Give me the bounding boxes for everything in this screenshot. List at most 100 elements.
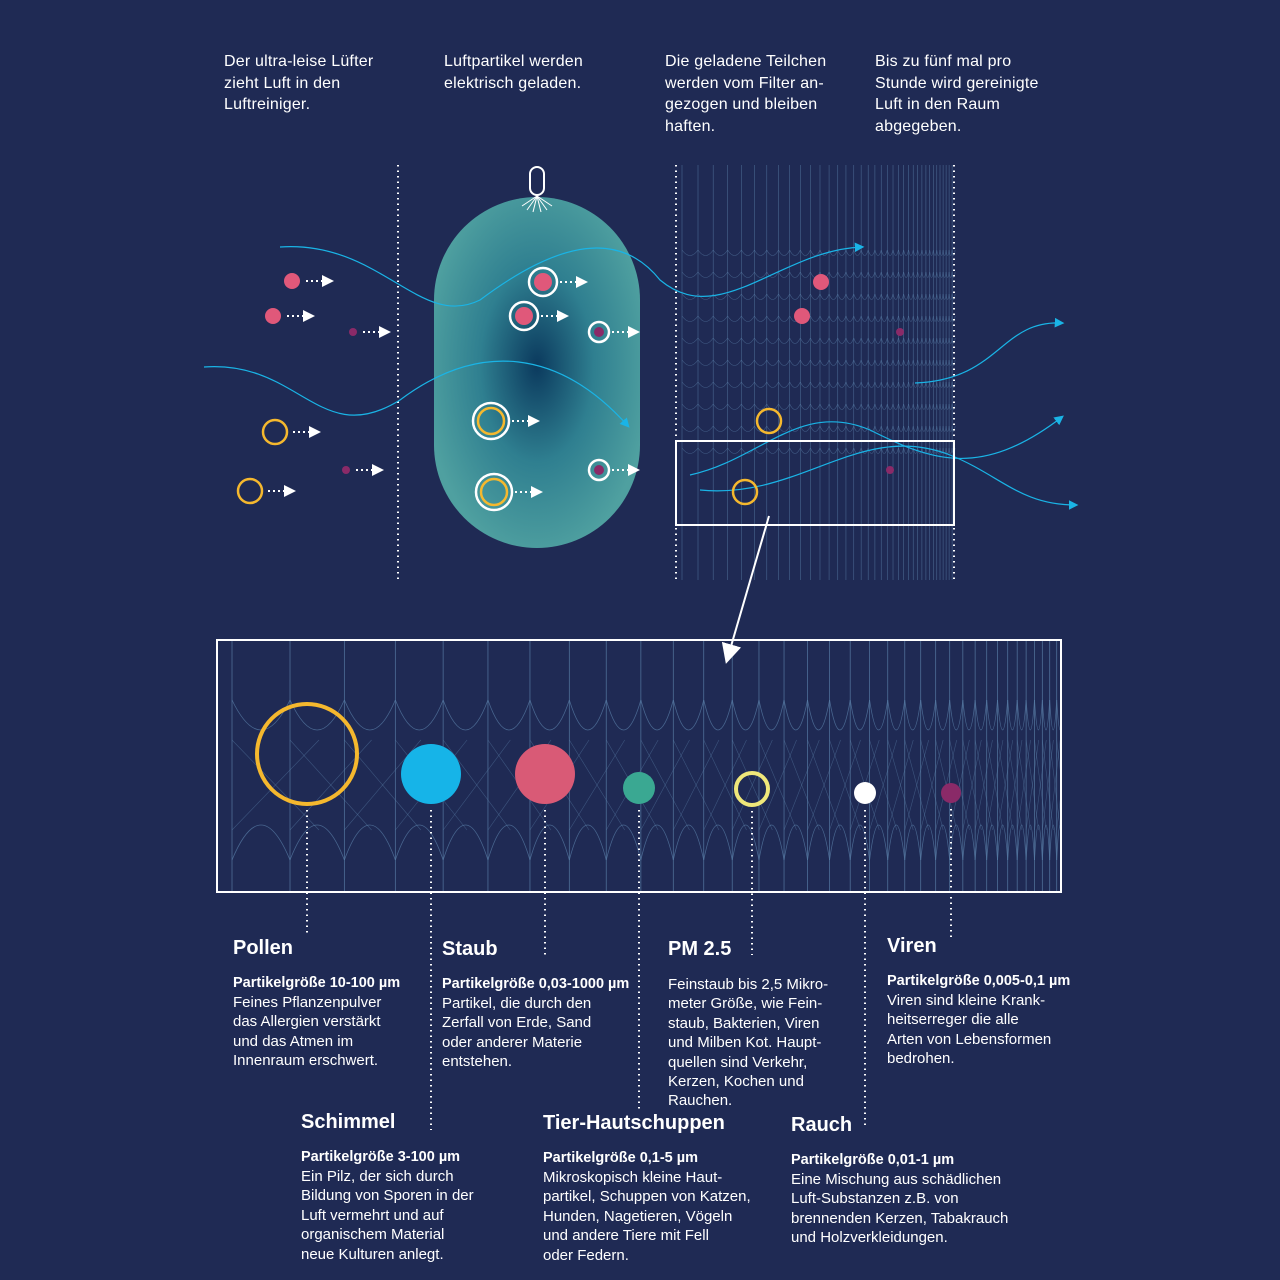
mesh-arc <box>1025 824 1035 861</box>
mesh-arc <box>962 699 976 731</box>
mesh-arc <box>754 337 768 344</box>
particle-icon <box>594 327 604 337</box>
mesh-arc <box>778 271 790 278</box>
mesh-arc <box>886 315 894 322</box>
mesh-arc <box>917 337 923 344</box>
mesh-arc <box>908 381 914 388</box>
mesh-arc <box>807 699 830 731</box>
mesh-arc <box>939 271 944 278</box>
mesh-arc <box>754 315 768 322</box>
mesh-arc <box>942 425 947 432</box>
mesh-arc <box>974 824 988 861</box>
mesh-arc <box>681 249 699 256</box>
mesh-arc <box>942 249 947 256</box>
mesh-arc <box>754 293 768 300</box>
card-size: Partikelgröße 0,005-0,1 µm <box>887 973 1071 989</box>
mesh-arc <box>442 699 489 731</box>
mesh-arc <box>828 381 839 388</box>
mesh-arc <box>810 447 821 454</box>
particle-6-icon <box>941 783 961 803</box>
mesh-arc <box>880 315 888 322</box>
mesh-arc <box>962 824 976 861</box>
mesh-arc <box>828 293 839 300</box>
mesh-arc <box>860 381 869 388</box>
mesh-arc <box>948 447 953 454</box>
mesh-arc <box>921 271 927 278</box>
mesh-arc <box>929 337 934 344</box>
mesh-arc <box>886 249 894 256</box>
mesh-arc <box>849 699 870 731</box>
mesh-arc <box>912 249 918 256</box>
mesh-arc <box>529 699 570 731</box>
mesh-arc <box>997 824 1009 861</box>
card-desc: Feines Pflanzenpulver das Allergien vers… <box>233 994 382 1070</box>
mesh-arc <box>945 403 950 410</box>
mesh-arc <box>892 403 899 410</box>
mesh-arc <box>758 699 785 731</box>
mesh-arc <box>789 337 801 344</box>
mesh-arc <box>1034 824 1043 861</box>
mesh-arc <box>860 249 869 256</box>
mesh-arc <box>887 824 906 861</box>
particle-icon <box>594 465 604 475</box>
particle-4-icon <box>734 771 770 807</box>
mesh-arc <box>921 337 927 344</box>
ion-spark-icon <box>521 195 553 213</box>
mesh-arc <box>867 381 876 388</box>
mesh-diagonal <box>442 739 511 831</box>
mesh-arc <box>778 447 790 454</box>
mesh-arc <box>783 699 808 731</box>
particle-icon <box>284 273 300 289</box>
mesh-arc <box>829 699 851 731</box>
mesh-arc <box>929 403 934 410</box>
mesh-arc <box>845 403 855 410</box>
mesh-arc <box>886 447 894 454</box>
mesh-arc <box>903 315 909 322</box>
mesh-arc <box>681 381 699 388</box>
mesh-arc <box>819 293 830 300</box>
filter-zoom-mesh <box>231 641 1060 891</box>
mesh-arc <box>845 447 855 454</box>
airflow-lines <box>203 242 1079 510</box>
mesh-arc <box>951 337 956 344</box>
mesh-arc <box>867 249 876 256</box>
mesh-arc <box>921 381 927 388</box>
mesh-arc <box>948 425 953 432</box>
mesh-diagonal <box>673 739 720 831</box>
mesh-arc <box>903 447 909 454</box>
mesh-arc <box>828 271 839 278</box>
mesh-arc <box>908 425 914 432</box>
mesh-arc <box>778 403 790 410</box>
mesh-arc <box>867 337 876 344</box>
mesh-arc <box>712 425 728 432</box>
mesh-arc <box>951 381 956 388</box>
mesh-arc <box>874 447 882 454</box>
mesh-arc <box>681 315 699 322</box>
mesh-diagonal <box>1056 799 1060 831</box>
mesh-arc <box>231 824 291 861</box>
mesh-arc <box>837 271 847 278</box>
mesh-arc <box>810 315 821 322</box>
mesh-arc <box>867 293 876 300</box>
mesh-arc <box>837 403 847 410</box>
mesh-arc <box>754 249 768 256</box>
particle-icon <box>476 406 506 436</box>
mesh-arc <box>1056 699 1060 731</box>
mesh-arc <box>741 337 755 344</box>
mesh-arc <box>810 403 821 410</box>
mesh-arc <box>892 447 899 454</box>
mesh-arc <box>672 824 705 861</box>
mesh-arc <box>933 337 938 344</box>
card-desc: Feinstaub bis 2,5 Mikro- meter Größe, wi… <box>668 976 829 1110</box>
mesh-arc <box>712 315 728 322</box>
mesh-arc <box>869 824 889 861</box>
card-pm25: PM 2.5 Feinstaub bis 2,5 Mikro- meter Gr… <box>668 937 878 1111</box>
mesh-arc <box>1041 824 1051 861</box>
mesh-arc <box>1007 824 1018 861</box>
mesh-arc <box>936 425 941 432</box>
particle-icon <box>731 478 759 506</box>
step-3-text: Die geladene Teilchen werden vom Filter … <box>665 53 827 135</box>
mesh-arc <box>783 824 808 861</box>
mesh-arc <box>874 293 882 300</box>
mesh-arc <box>912 359 918 366</box>
